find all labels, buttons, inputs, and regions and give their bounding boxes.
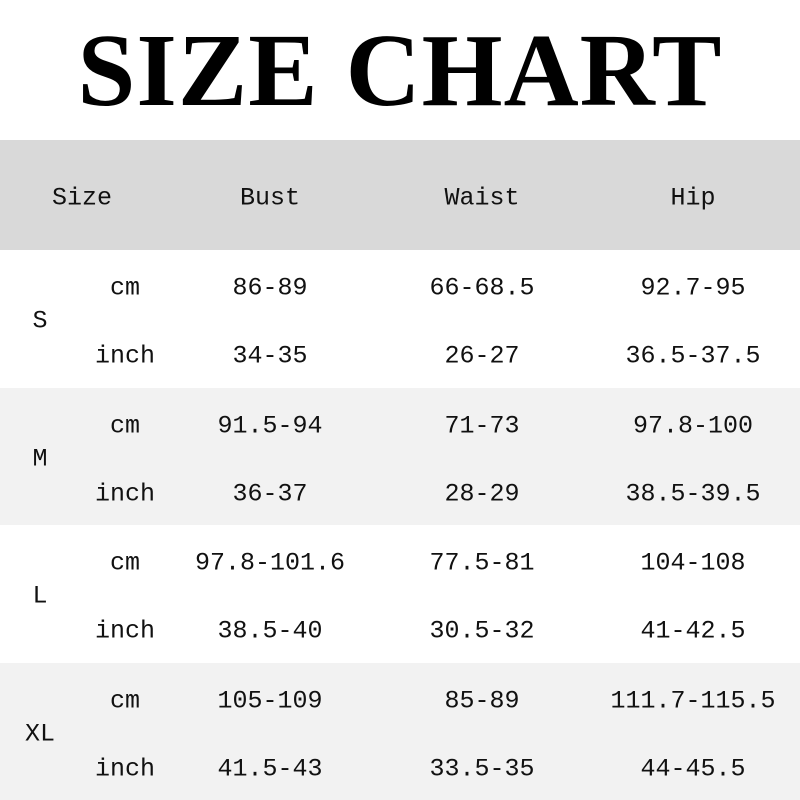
hip-value: 104-108 xyxy=(640,548,746,578)
size-label: L xyxy=(32,581,48,611)
hip-value: 38.5-39.5 xyxy=(625,479,761,508)
header-hip: Hip xyxy=(670,183,716,213)
waist-value: 33.5-35 xyxy=(429,754,535,783)
waist-value: 26-27 xyxy=(444,341,520,371)
unit-label: inch xyxy=(94,479,156,508)
waist-value: 77.5-81 xyxy=(429,548,535,578)
unit-label: cm xyxy=(109,686,141,715)
bust-value: 38.5-40 xyxy=(217,616,323,646)
hip-value: 111.7-115.5 xyxy=(610,686,776,715)
size-label: M xyxy=(32,444,48,473)
table-header: Size Bust Waist Hip xyxy=(0,140,800,250)
hip-value: 44-45.5 xyxy=(640,754,746,783)
waist-value: 28-29 xyxy=(444,479,520,508)
bust-value: 41.5-43 xyxy=(217,754,323,783)
bust-value: 36-37 xyxy=(232,479,308,508)
bust-value: 105-109 xyxy=(217,686,323,715)
waist-value: 85-89 xyxy=(444,686,520,715)
waist-value: 66-68.5 xyxy=(429,273,535,303)
bust-value: 91.5-94 xyxy=(217,411,323,440)
hip-value: 36.5-37.5 xyxy=(625,341,761,371)
unit-label: cm xyxy=(109,548,141,578)
header-bust: Bust xyxy=(239,183,301,213)
size-group-xl: XL cm 105-109 85-89 111.7-115.5 inch 41.5-43 33… xyxy=(0,662,800,800)
waist-value: 30.5-32 xyxy=(429,616,535,646)
unit-label: inch xyxy=(94,341,156,371)
page-title: SIZE CHART xyxy=(77,12,723,128)
hip-value: 41-42.5 xyxy=(640,616,746,646)
bust-value: 34-35 xyxy=(232,341,308,371)
unit-label: cm xyxy=(109,411,141,440)
unit-label: inch xyxy=(94,616,156,646)
unit-label: cm xyxy=(109,273,141,303)
bust-value: 86-89 xyxy=(232,273,308,303)
bust-value: 97.8-101.6 xyxy=(194,548,346,578)
header-waist: Waist xyxy=(444,183,520,213)
waist-value: 71-73 xyxy=(444,411,520,440)
unit-label: inch xyxy=(94,754,156,783)
header-size: Size xyxy=(51,183,113,213)
hip-value: 97.8-100 xyxy=(632,411,754,440)
size-label: XL xyxy=(24,719,56,748)
size-label: S xyxy=(32,306,48,336)
hip-value: 92.7-95 xyxy=(640,273,746,303)
